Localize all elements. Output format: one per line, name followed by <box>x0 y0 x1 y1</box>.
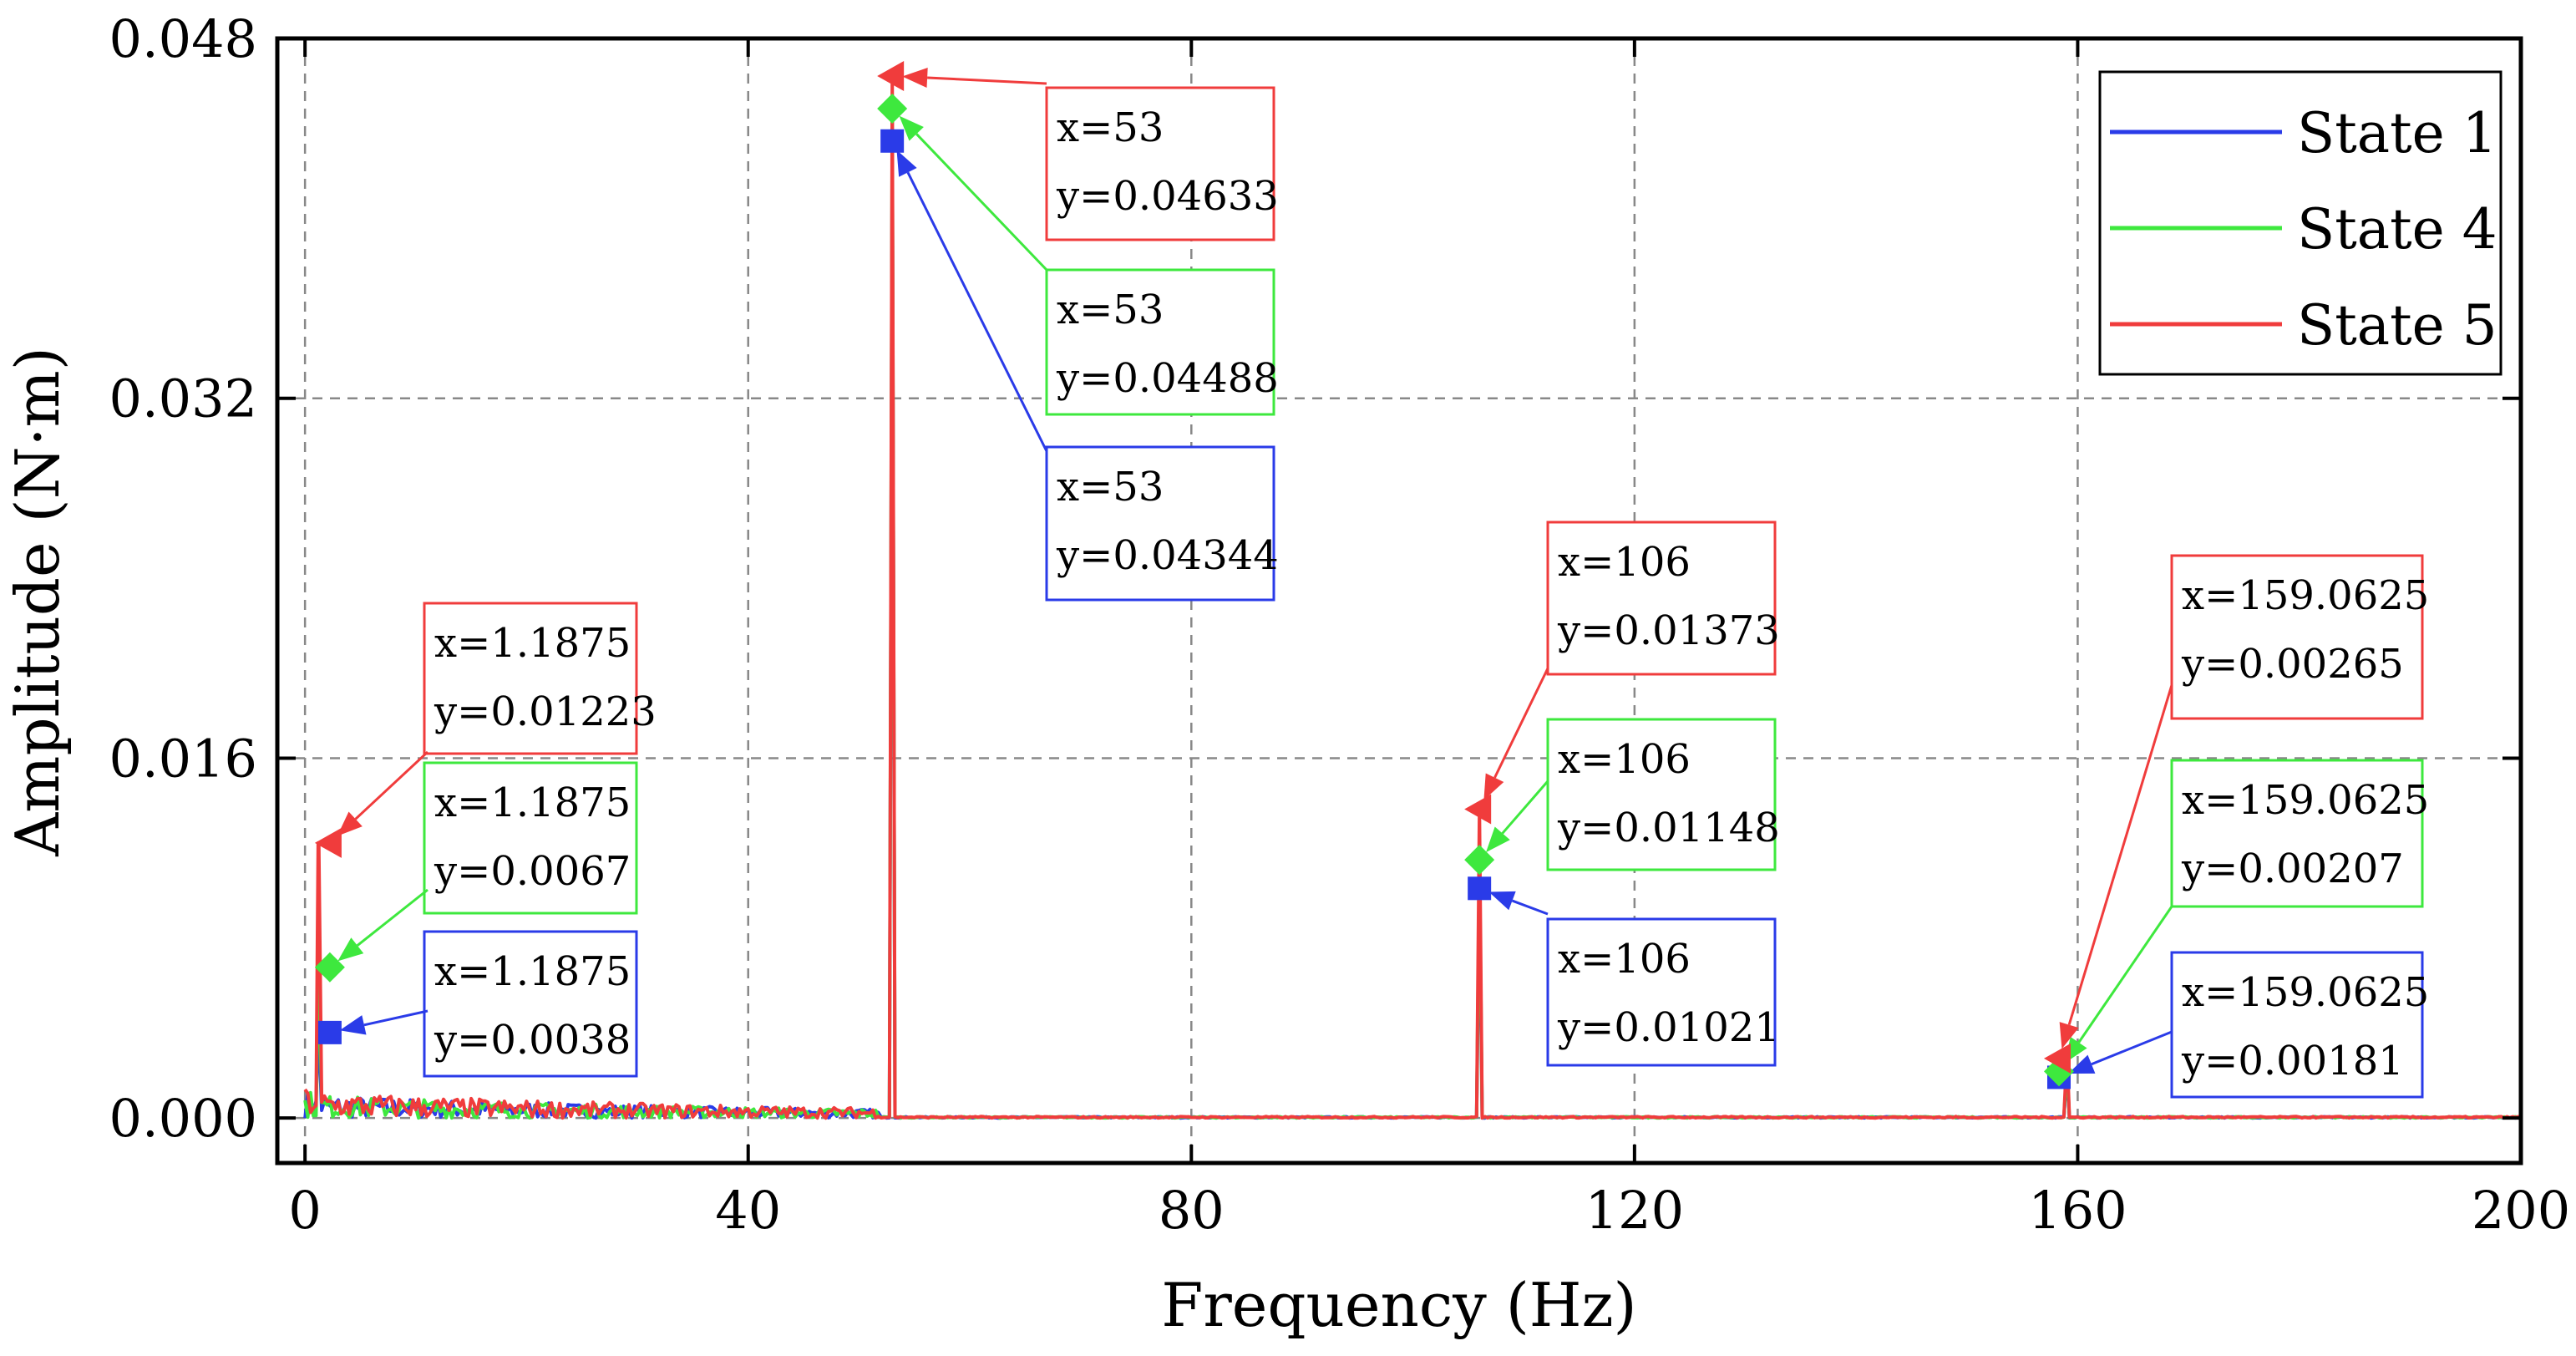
legend-label-2: State 4 <box>2297 197 2497 262</box>
y-axis-label: Amplitude (N·m) <box>3 347 73 857</box>
annotation-leader <box>2067 684 2173 1026</box>
x-tick-label: 200 <box>2472 1180 2570 1241</box>
x-tick-label: 40 <box>715 1180 781 1241</box>
annotation-y-value: y=0.04633 <box>1056 173 1279 220</box>
plot-frame <box>275 36 2523 1166</box>
peak-annotations: x=1.1875 y=0.0038 x=53 y=0.04344 x=106 y=0.01… <box>337 68 2429 1099</box>
annotation-x-value: x=53 <box>1057 104 1164 151</box>
annotation-leader <box>2077 906 2173 1044</box>
annotation-y-value: y=0.01021 <box>1557 1004 1780 1051</box>
axis-ticks: 0 40 80 120 160 200 0.000 0.016 0.032 0.048 <box>109 8 2571 1241</box>
peak-marker-triangle <box>2043 1043 2071 1074</box>
annotation-y-value: y=0.00265 <box>2181 641 2404 688</box>
peak-marker-diamond <box>877 93 908 124</box>
annotation-y-value: y=0.01373 <box>1557 607 1780 654</box>
annotation-x-value: x=1.1875 <box>434 620 631 667</box>
annotation-leader <box>1493 668 1549 779</box>
annotation-leader <box>1511 899 1549 916</box>
annotation-x-value: x=106 <box>1558 539 1691 586</box>
annotation-x-value: x=53 <box>1057 464 1164 510</box>
annotation-arrowhead <box>899 115 924 141</box>
peak-marker-triangle <box>877 60 905 91</box>
annotation-leader <box>2091 1030 2173 1066</box>
peak-marker-square <box>317 1020 342 1044</box>
y-tick-label: 0.000 <box>109 1088 258 1149</box>
annotation-box <box>423 930 638 1078</box>
peak-marker-triangle <box>1464 794 1492 825</box>
annotation-arrowhead <box>1488 891 1516 911</box>
annotation-y-value: y=0.01223 <box>434 688 657 735</box>
annotation-box <box>1546 917 1777 1067</box>
annotation-arrowhead <box>896 150 917 177</box>
legend: State 1 State 4 State 5 <box>2098 70 2502 376</box>
peak-markers <box>314 60 2074 1089</box>
annotation-box <box>1045 268 1275 416</box>
legend-label-3: State 5 <box>2297 293 2497 358</box>
annotation-x-value: x=159.0625 <box>2182 777 2429 824</box>
annotation-arrowhead <box>337 811 363 836</box>
annotation-leader <box>915 133 1048 272</box>
x-tick-label: 80 <box>1159 1180 1225 1241</box>
annotation-leader <box>927 76 1047 85</box>
annotation-x-value: x=106 <box>1558 936 1691 983</box>
annotation-arrowhead <box>337 937 364 962</box>
legend-label-1: State 1 <box>2297 101 2497 165</box>
annotation-box <box>2170 759 2424 908</box>
annotation-arrowhead <box>339 1015 367 1035</box>
y-tick-label: 0.048 <box>109 8 258 69</box>
annotation-y-value: y=0.00207 <box>2181 846 2404 892</box>
annotation-arrowhead <box>2059 1022 2079 1049</box>
x-tick-label: 120 <box>1585 1180 1684 1241</box>
annotation-y-value: y=0.00181 <box>2181 1038 2404 1084</box>
annotation-arrowhead <box>2068 1054 2096 1074</box>
annotation-x-value: x=1.1875 <box>434 948 631 995</box>
annotation-x-value: x=159.0625 <box>2182 969 2429 1016</box>
annotation-leader <box>906 171 1048 452</box>
annotation-box <box>423 602 638 755</box>
annotation-box <box>2170 951 2424 1099</box>
annotation-leader <box>356 888 428 947</box>
y-tick-label: 0.032 <box>109 368 258 429</box>
annotation-x-value: x=53 <box>1057 287 1164 333</box>
x-tick-label: 160 <box>2028 1180 2127 1241</box>
annotation-y-value: y=0.0067 <box>434 848 631 895</box>
annotation-arrowhead <box>902 68 928 88</box>
annotation-x-value: x=1.1875 <box>434 780 631 826</box>
peak-marker-square <box>1468 876 1492 901</box>
annotation-arrowhead <box>1483 773 1504 800</box>
annotation-arrowhead <box>1486 826 1510 853</box>
annotation-y-value: y=0.04488 <box>1056 355 1279 402</box>
annotation-y-value: y=0.0038 <box>434 1017 631 1064</box>
y-tick-label: 0.016 <box>109 728 258 789</box>
annotation-box <box>423 761 638 915</box>
annotation-x-value: x=106 <box>1558 736 1691 783</box>
annotation-y-value: y=0.04344 <box>1056 532 1279 579</box>
peak-marker-diamond <box>314 952 345 983</box>
annotation-x-value: x=159.0625 <box>2182 572 2429 619</box>
annotation-box <box>1546 521 1777 676</box>
annotation-leader <box>1501 780 1549 835</box>
annotation-box <box>1045 445 1275 602</box>
peak-marker-triangle <box>314 827 342 858</box>
annotation-box <box>1546 718 1777 871</box>
annotation-leader <box>354 750 429 820</box>
annotation-box <box>2170 554 2424 720</box>
series-line-3 <box>303 74 2522 1120</box>
peak-marker-diamond <box>1464 845 1495 876</box>
peak-marker-square <box>880 129 905 153</box>
annotation-leader <box>363 1009 428 1027</box>
x-tick-label: 0 <box>288 1180 321 1241</box>
series-lines <box>303 74 2522 1120</box>
x-axis-label: Frequency (Hz) <box>1161 1270 1636 1340</box>
annotation-box <box>1045 86 1275 241</box>
annotation-y-value: y=0.01148 <box>1557 805 1780 851</box>
